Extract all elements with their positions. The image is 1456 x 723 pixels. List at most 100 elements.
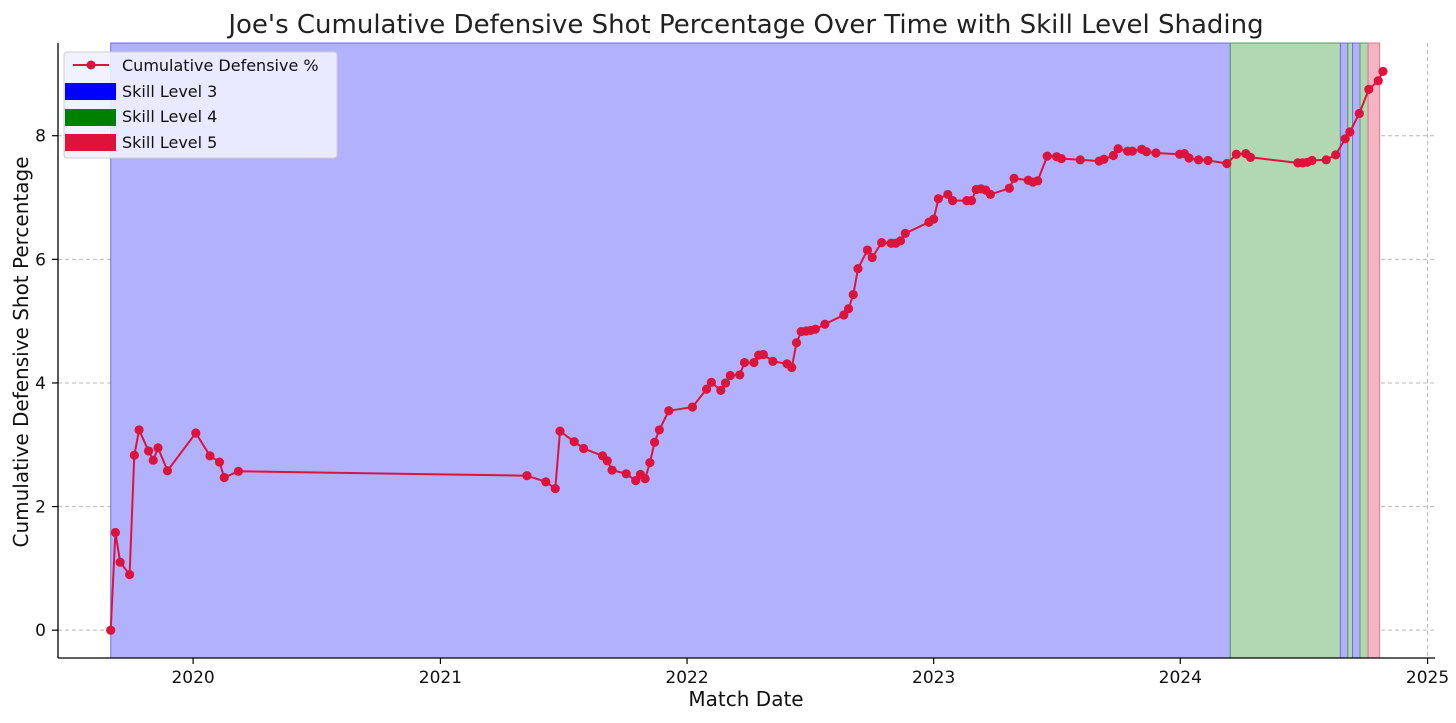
y-axis-label: Cumulative Defensive Shot Percentage (9, 156, 33, 547)
x-tick-label: 2023 (912, 668, 955, 688)
legend-swatch-level3 (65, 83, 116, 100)
data-point (985, 189, 996, 200)
data-point (895, 236, 906, 246)
data-point (640, 474, 650, 484)
legend-swatch-level5 (65, 134, 116, 151)
x-tick-label: 2020 (171, 668, 214, 688)
data-point (1193, 155, 1204, 165)
data-point (853, 264, 863, 274)
data-point (555, 426, 565, 436)
data-point (720, 378, 731, 388)
data-point (1141, 147, 1152, 157)
y-tick-label: 6 (35, 250, 46, 270)
legend-label-level4: Skill Level 4 (122, 107, 217, 126)
x-axis-label: Match Date (688, 687, 803, 711)
data-point (1113, 144, 1123, 154)
skill-shade-band (1352, 42, 1361, 659)
data-point (125, 569, 135, 580)
data-point (115, 557, 125, 567)
data-point (1075, 155, 1085, 165)
data-point (607, 465, 617, 475)
data-point (1042, 151, 1052, 161)
y-tick-label: 2 (35, 498, 46, 518)
data-point (106, 625, 116, 635)
data-point (739, 357, 750, 368)
data-point (1340, 134, 1350, 144)
data-point (1099, 154, 1109, 164)
data-point (820, 319, 830, 329)
data-point (787, 362, 797, 373)
legend: Cumulative Defensive % Skill Level 3 Ski… (63, 51, 338, 159)
data-point (148, 455, 158, 465)
data-point (735, 370, 745, 380)
y-tick-label: 8 (35, 127, 46, 147)
data-point (1033, 176, 1043, 186)
axes: 2020 2021 2022 2023 2024 2025 0 2 4 6 8 (35, 43, 1449, 688)
data-point (522, 471, 532, 481)
data-point (153, 443, 163, 453)
data-point (1009, 173, 1019, 183)
data-point (702, 384, 712, 394)
data-point (621, 469, 631, 479)
data-point (933, 194, 943, 204)
data-point (862, 245, 873, 255)
data-point (541, 477, 551, 487)
data-point (1127, 146, 1137, 156)
data-point (110, 527, 121, 538)
skill-level-shading (110, 42, 1381, 659)
x-tick-label: 2022 (665, 668, 708, 688)
data-point (1245, 152, 1256, 162)
data-point (143, 446, 154, 456)
data-point (162, 466, 173, 476)
data-point (579, 443, 589, 454)
data-point (1184, 153, 1194, 163)
data-point (1231, 149, 1241, 159)
data-point (219, 472, 229, 483)
legend-point-marker (86, 60, 96, 70)
data-point (929, 214, 939, 224)
data-point (569, 437, 579, 447)
legend-swatch-level4 (65, 109, 116, 126)
data-point (867, 252, 877, 263)
data-point (877, 238, 887, 248)
data-point (749, 357, 759, 368)
data-point (1321, 155, 1331, 165)
data-point (687, 402, 698, 412)
data-point (716, 385, 726, 395)
skill-shade-band (1229, 42, 1341, 659)
data-point (966, 196, 977, 206)
data-point (550, 484, 560, 494)
data-point (1378, 66, 1388, 77)
data-point (645, 458, 655, 468)
data-point (843, 304, 854, 314)
data-point (233, 466, 244, 476)
data-point (791, 338, 802, 348)
chart-title: Joe's Cumulative Defensive Shot Percenta… (226, 10, 1263, 40)
data-point (1373, 76, 1383, 86)
data-point (1364, 84, 1374, 94)
y-tick-label: 0 (35, 621, 46, 641)
data-point (1151, 148, 1161, 158)
legend-label-level3: Skill Level 3 (122, 82, 217, 101)
data-point (602, 456, 612, 466)
data-point (947, 196, 958, 206)
data-point (706, 377, 716, 387)
data-point (725, 370, 735, 381)
data-point (1203, 155, 1213, 166)
y-tick-label: 4 (35, 374, 46, 394)
legend-label-cumulative: Cumulative Defensive % (122, 56, 319, 75)
data-point (1307, 155, 1317, 166)
data-point (214, 457, 225, 467)
data-point (654, 425, 664, 435)
data-point (650, 437, 660, 447)
data-point (191, 428, 201, 438)
data-point (1004, 183, 1014, 193)
skill-shade-band (1359, 42, 1369, 659)
legend-label-level5: Skill Level 5 (122, 133, 217, 152)
data-point (1331, 150, 1341, 160)
x-tick-label: 2024 (1159, 668, 1202, 688)
data-point (1345, 127, 1355, 137)
data-point (768, 356, 778, 366)
